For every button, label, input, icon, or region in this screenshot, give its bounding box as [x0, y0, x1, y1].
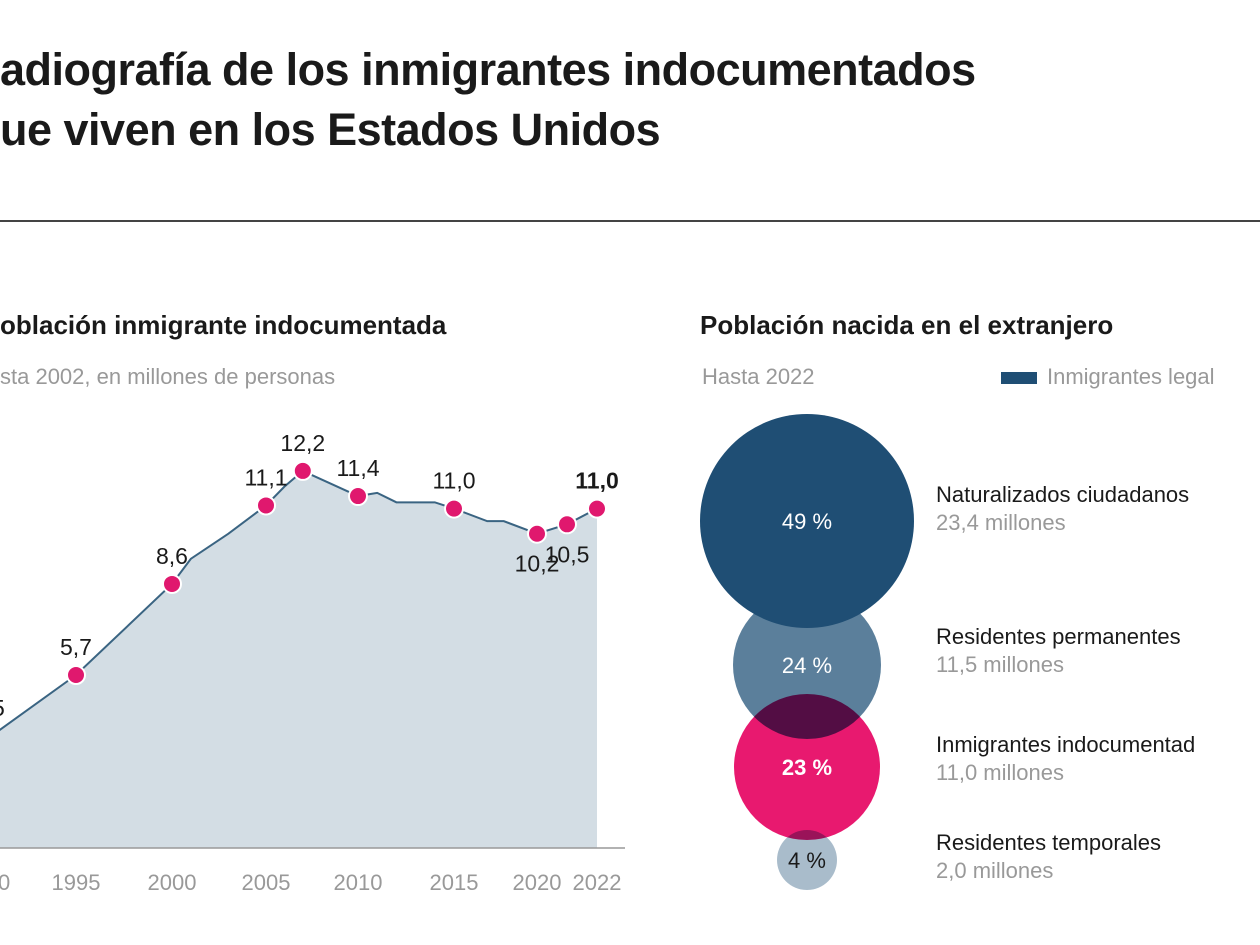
- data-label: 5,7: [60, 634, 92, 660]
- data-label: 12,2: [280, 430, 325, 456]
- x-tick-label: 2020: [513, 870, 562, 895]
- data-point-marker: [557, 514, 577, 535]
- bubble-2: [733, 591, 881, 739]
- area-fill: [0, 470, 597, 848]
- x-tick-label: 2010: [334, 870, 383, 895]
- category-label: Residentes temporales 2,0 millones: [936, 830, 1161, 884]
- data-label: 5: [0, 695, 5, 721]
- bubble-chart-subtitle: Hasta 2022: [702, 364, 815, 389]
- x-tick-label: 0: [0, 870, 10, 895]
- line-chart-subtitle: sta 2002, en millones de personas: [0, 364, 336, 389]
- data-point-marker: [444, 498, 464, 519]
- data-label: 11,1: [244, 464, 287, 490]
- data-point-marker: [162, 573, 182, 594]
- data-point-marker: [256, 495, 276, 516]
- bubble-chart-title: Población nacida en el extranjero: [700, 310, 1114, 340]
- category-label: Naturalizados ciudadanos 23,4 millones: [936, 482, 1189, 536]
- legend: Inmigrantes legal: [1001, 364, 1215, 390]
- bubble-percent-label: 4 %: [788, 848, 826, 873]
- category-name: Inmigrantes indocumentad: [936, 732, 1196, 757]
- data-point-marker: [66, 665, 86, 686]
- x-tick-label: 2022: [573, 870, 622, 895]
- category-label: Inmigrantes indocumentad 11,0 millones: [936, 732, 1195, 786]
- legend-label: Inmigrantes legal: [1047, 364, 1215, 389]
- data-label: 11,0: [432, 468, 475, 494]
- bubble-3: [734, 694, 880, 840]
- page-title-line-1: adiografía de los inmigrantes indocument…: [0, 44, 976, 95]
- data-point-marker: [527, 523, 547, 544]
- data-label: 11,4: [336, 455, 379, 481]
- x-tick-label: 2015: [430, 870, 479, 895]
- category-name: Residentes permanentes: [936, 624, 1181, 649]
- category-value: 2,0 millones: [936, 858, 1054, 883]
- bubble-1: [700, 414, 914, 628]
- data-point-marker: [292, 460, 313, 481]
- data-label: 10,2: [515, 551, 560, 577]
- data-label: 8,6: [156, 543, 188, 569]
- divider: [0, 220, 1260, 222]
- x-tick-label: 2005: [242, 870, 291, 895]
- x-tick-label: 2000: [148, 870, 197, 895]
- category-value: 23,4 millones: [936, 510, 1066, 535]
- bubble-percent-label: 49 %: [782, 509, 832, 534]
- page-title-line-2: ue viven en los Estados Unidos: [0, 104, 661, 155]
- bubble-4: [777, 830, 837, 890]
- data-point-marker: [587, 498, 607, 519]
- category-value: 11,5 millones: [936, 652, 1064, 677]
- bubble-percent-label: 24 %: [782, 653, 832, 678]
- data-label: 11,0: [575, 468, 619, 494]
- category-name: Residentes temporales: [936, 830, 1162, 855]
- legend-swatch: [1001, 372, 1037, 385]
- category-name: Naturalizados ciudadanos: [936, 482, 1190, 507]
- x-tick-label: 1995: [52, 870, 101, 895]
- category-value: 11,0 millones: [936, 760, 1064, 785]
- data-point-marker: [348, 486, 368, 507]
- bubble-percent-label: 23 %: [782, 755, 832, 780]
- line-chart-title: oblación inmigrante indocumentada: [0, 310, 447, 340]
- category-label: Residentes permanentes 11,5 millones: [936, 624, 1181, 678]
- data-label: 10,5: [545, 541, 590, 567]
